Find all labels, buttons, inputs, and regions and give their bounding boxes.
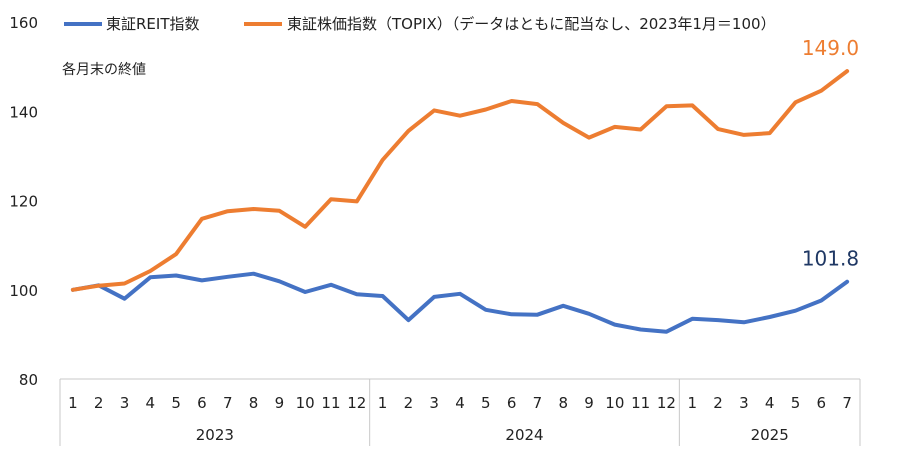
x-tick-label: 11	[631, 394, 650, 412]
x-tick-label: 1	[68, 394, 78, 412]
x-tick-label: 8	[558, 394, 568, 412]
x-tick-label: 7	[533, 394, 543, 412]
y-tick-label-120: 120	[9, 193, 38, 211]
y-tick-label-100: 100	[9, 282, 38, 300]
x-tick-label: 3	[429, 394, 439, 412]
y-tick-label-140: 140	[9, 103, 38, 121]
year-label-2023: 2023	[196, 426, 234, 444]
legend-label-reit: 東証REIT指数	[106, 15, 200, 33]
x-tick-label: 5	[171, 394, 181, 412]
x-tick-label: 1	[687, 394, 697, 412]
x-tick-label: 2	[404, 394, 414, 412]
series-line-reit	[70, 271, 850, 334]
x-tick-label: 9	[275, 394, 285, 412]
x-axis-year-labels: 2023 2024 2025	[196, 426, 789, 444]
x-tick-label: 7	[223, 394, 233, 412]
x-tick-label: 4	[146, 394, 156, 412]
x-tick-label: 6	[817, 394, 827, 412]
legend: 東証REIT指数 東証株価指数（TOPIX）（データはともに配当なし、2023年…	[64, 15, 776, 33]
x-tick-label: 9	[584, 394, 594, 412]
x-tick-label: 5	[791, 394, 801, 412]
x-tick-label: 6	[197, 394, 207, 412]
y-axis-ticks: 80 100 120 140 160	[9, 14, 38, 389]
x-tick-label: 11	[321, 394, 340, 412]
x-tick-label: 4	[455, 394, 465, 412]
x-tick-label: 2	[713, 394, 723, 412]
chart-note: 各月末の終値	[62, 62, 146, 78]
x-tick-label: 7	[842, 394, 852, 412]
x-tick-label: 12	[347, 394, 366, 412]
end-label-reit: 101.8	[802, 247, 859, 271]
x-tick-label: 3	[120, 394, 130, 412]
end-labels: 101.8 149.0	[802, 36, 859, 271]
x-tick-label: 6	[507, 394, 517, 412]
x-tick-label: 4	[765, 394, 775, 412]
year-label-2025: 2025	[751, 426, 789, 444]
x-tick-label: 8	[249, 394, 259, 412]
x-tick-label: 5	[481, 394, 491, 412]
x-tick-label: 3	[739, 394, 749, 412]
series-lines	[70, 69, 850, 334]
x-tick-label: 12	[657, 394, 676, 412]
y-tick-label-160: 160	[9, 14, 38, 32]
x-axis	[59, 378, 861, 446]
end-label-topix: 149.0	[802, 36, 859, 60]
x-tick-label: 1	[378, 394, 388, 412]
y-tick-label-80: 80	[19, 371, 38, 389]
legend-label-topix: 東証株価指数（TOPIX）（データはともに配当なし、2023年1月＝100）	[287, 15, 776, 33]
year-label-2024: 2024	[505, 426, 543, 444]
x-axis-ticks: 1 2 3 4 5 6 7 8 9 10 11 12 1 2 3 4 5 6 7 8 9 10 11 12 1 2 3 4 5 6 7	[68, 394, 852, 412]
x-tick-label: 2	[94, 394, 104, 412]
series-line-topix	[70, 69, 850, 292]
x-tick-label: 10	[605, 394, 624, 412]
x-tick-label: 10	[296, 394, 315, 412]
